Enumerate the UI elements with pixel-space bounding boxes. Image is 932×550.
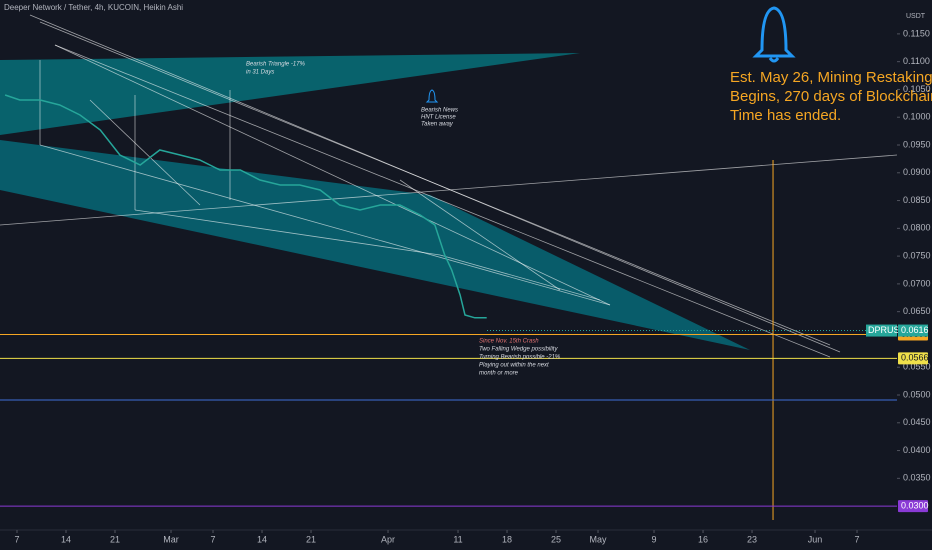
annotation-triangle: Bearish Triangle -17% — [246, 62, 306, 68]
wedge-line — [439, 254, 601, 301]
symbol-tag-bg — [866, 324, 897, 337]
drawings — [0, 6, 898, 358]
x-tick-label: Jun — [808, 534, 823, 544]
trend-line — [39, 21, 831, 346]
x-tick-label: 16 — [698, 534, 708, 544]
x-tick-label: 23 — [747, 534, 757, 544]
falling-wedge — [0, 140, 750, 350]
y-tick-label: 0.1050 — [903, 84, 931, 94]
price-line-series — [4, 94, 487, 319]
y-axis-bg — [897, 0, 932, 530]
x-tick-label: 7 — [15, 534, 20, 544]
x-tick-label: Apr — [381, 534, 395, 544]
y-tick-label: 0.0450 — [903, 417, 931, 427]
bearish-triangle — [0, 53, 580, 135]
y-tick-label: 0.0500 — [903, 389, 931, 399]
x-tick-label: 7 — [855, 534, 860, 544]
y-tick-label: 0.0700 — [903, 278, 931, 288]
x-tick-label: 21 — [306, 534, 316, 544]
x-tick-label: 18 — [502, 534, 512, 544]
annotation-event: Begins, 270 days of Blockchain — [730, 88, 932, 105]
x-tick-label: 21 — [110, 534, 120, 544]
annotation-crash: month or more — [479, 371, 519, 377]
wedge-line — [399, 179, 561, 291]
y-tick-label: 0.0650 — [903, 306, 931, 316]
y-tick-label: 0.0950 — [903, 139, 931, 149]
alert-bell — [425, 89, 439, 103]
y-tick-label: 0.0750 — [903, 250, 931, 260]
price-label: 0.0300 — [901, 500, 929, 510]
current-price-bg — [898, 324, 928, 337]
y-tick-label: 0.1100 — [903, 56, 930, 66]
y-tick-label: 0.0350 — [903, 473, 931, 483]
wedge-line — [134, 209, 441, 256]
alert-bell — [752, 6, 796, 63]
annotation-crash: Two Falling Wedge possibility — [479, 347, 558, 353]
y-tick-label: 0.0550 — [903, 362, 931, 372]
x-tick-label: 7 — [211, 534, 216, 544]
price-label: 0.0566 — [901, 353, 929, 363]
trend-line — [54, 44, 831, 358]
trend-line — [0, 154, 898, 226]
y-tick-label: 0.0850 — [903, 195, 931, 205]
price-label-bg — [898, 352, 928, 365]
x-tick-label: Mar — [163, 534, 179, 544]
annotation-crash: Playing out within the next — [479, 363, 549, 369]
currency-label: USDT — [906, 13, 926, 20]
annotation-triangle: in 31 Days — [246, 70, 274, 76]
annotation-news: Bearish News — [421, 108, 458, 114]
annotation-news: HNT License — [421, 115, 456, 121]
y-tick-label: 0.0800 — [903, 223, 931, 233]
x-tick-label: 14 — [257, 534, 267, 544]
x-tick-label: 25 — [551, 534, 561, 544]
wedge-line — [39, 144, 611, 306]
current-price-label: 0.0616 — [901, 325, 929, 335]
annotation-crash: Since Nov. 15th Crash — [479, 339, 539, 345]
symbol-tag: DPRUSDT — [868, 325, 912, 335]
x-tick-label: 14 — [61, 534, 71, 544]
y-tick-label: 0.1150 — [903, 28, 930, 38]
x-tick-label: 11 — [453, 534, 462, 544]
wedge-line — [54, 44, 611, 306]
chart-title: Deeper Network / Tether, 4h, KUCOIN, Hei… — [4, 3, 183, 12]
annotation-event: Est. May 26, Mining Restaking — [730, 69, 932, 86]
y-tick-label: 0.0400 — [903, 445, 931, 455]
x-tick-label: 9 — [652, 534, 657, 544]
y-tick-label: 0.0900 — [903, 167, 931, 177]
wedge-line — [89, 99, 201, 206]
annotation-crash: Turning Bearish possible -21% — [479, 355, 561, 361]
price-label-bg — [898, 500, 928, 513]
x-tick-label: May — [590, 534, 608, 544]
annotation-event: Time has ended. — [730, 107, 841, 124]
annotation-news: Taken away — [421, 122, 454, 128]
y-tick-label: 0.1000 — [903, 112, 931, 122]
